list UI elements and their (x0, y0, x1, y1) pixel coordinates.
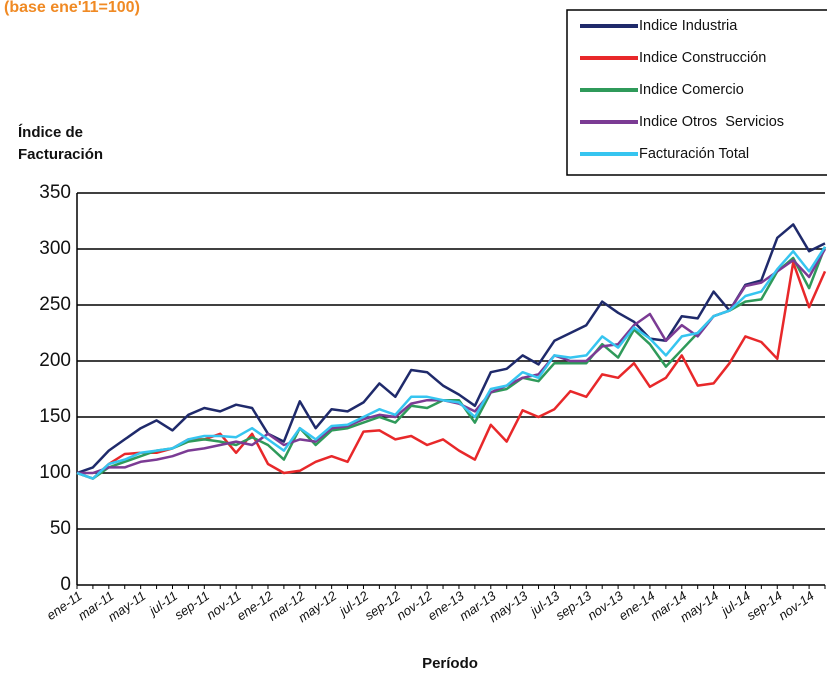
y-tick-label: 350 (39, 182, 71, 203)
x-tick-label: sep-14 (744, 588, 785, 623)
series-line (76, 223, 826, 475)
legend-label: Indice Comercio (639, 82, 744, 98)
legend-label: Indice Otros Servicios (639, 114, 784, 130)
y-tick-label: 250 (39, 294, 71, 315)
chart-subtitle: (base ene'11=100) (4, 0, 140, 16)
legend-label: Indice Industria (639, 18, 738, 34)
legend-label: Indice Construcción (639, 50, 766, 66)
legend-label: Facturación Total (639, 146, 749, 162)
x-tick-label: sep-11 (172, 588, 212, 623)
y-tick-label: 50 (50, 518, 71, 539)
y-tick-label: 150 (39, 406, 71, 427)
y-tick-label: 200 (39, 350, 71, 371)
y-tick-label: 0 (60, 574, 71, 595)
series-line (76, 246, 827, 480)
x-axis-label: Período (422, 655, 478, 672)
y-tick-label: 300 (39, 238, 71, 259)
y-axis-label: Índice de (18, 124, 83, 141)
y-axis-label: Facturación (18, 146, 103, 163)
x-tick-label: nov-14 (776, 588, 817, 623)
y-tick-label: 100 (39, 462, 71, 483)
legend-box (566, 9, 827, 176)
